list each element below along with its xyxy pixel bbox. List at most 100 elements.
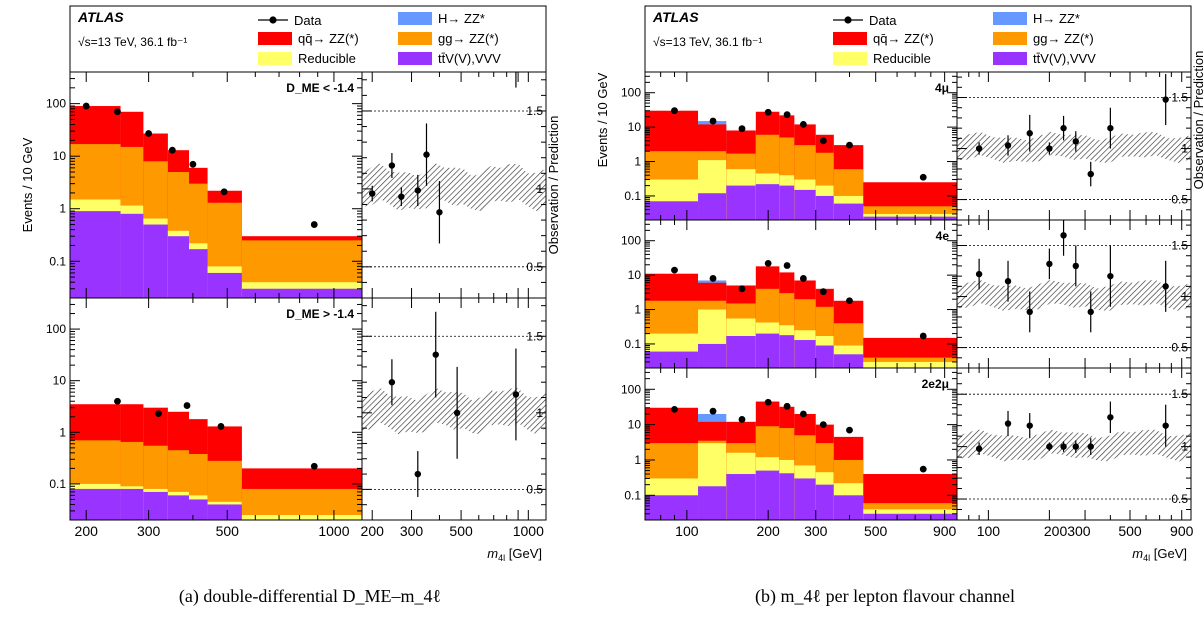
data-point [114, 397, 121, 405]
data-point [310, 462, 318, 470]
ratio-x-tick-label: 200300 [1044, 523, 1091, 539]
y-tick-label: 1 [634, 453, 641, 467]
legend-qqzz-label: qq̄→ ZZ(*) [298, 31, 359, 46]
ratio-x-tick-label: 1000 [513, 523, 544, 539]
y-tick-label: 0.1 [49, 254, 66, 268]
ratio-point [1072, 138, 1079, 145]
ratio-x-tick-label: 300 [400, 523, 424, 539]
ratio-point [414, 470, 422, 478]
bar-ttV [755, 333, 780, 368]
bar-ttV [863, 216, 957, 220]
data-point [846, 426, 853, 434]
y-tick-label: 10 [628, 418, 642, 432]
ratio-tick-label: 1.5 [1171, 91, 1188, 105]
x-axis-label: m4l [GeV] [487, 546, 542, 563]
main-plot-1: 0.1 1 10 100 4e [621, 219, 958, 369]
ratio-point [1087, 170, 1094, 178]
data-point [82, 102, 90, 110]
ratio-plot-0: 0.5 1 1.5 [361, 71, 547, 299]
data-point [671, 266, 678, 274]
ratio-point [398, 193, 405, 200]
data-point [738, 285, 746, 293]
legend-higgs-swatch [993, 12, 1027, 25]
ratio-point [1072, 443, 1079, 450]
data-point [738, 125, 746, 133]
ratio-tick-label: 1.5 [526, 329, 543, 343]
x-axis-label-sub: 4l [1143, 553, 1150, 563]
ratio-point [388, 379, 396, 386]
data-point [189, 160, 197, 168]
panel-a: ATLAS √s=13 TeV, 36.1 fb⁻¹ Data qq̄→ ZZ(*) R… [20, 5, 561, 563]
data-point [310, 221, 318, 228]
ratio-tick-label: 1 [536, 182, 543, 196]
ratio-x-tick-label: 500 [449, 523, 473, 539]
bar-ttV [726, 336, 756, 368]
ratio-y-axis-label: Observation / Prediction [546, 116, 561, 255]
ratio-point [1060, 124, 1067, 132]
bar-ttV [207, 504, 242, 520]
bar-ttV [207, 272, 242, 298]
ratio-point [975, 145, 983, 152]
ratio-point [453, 409, 461, 417]
region-label: D_ME < -1.4 [286, 81, 354, 95]
uncertainty-band [957, 279, 1191, 312]
data-point [738, 416, 746, 423]
data-point [709, 407, 717, 415]
ratio-point [1087, 308, 1094, 316]
main-plot-0: 0.1 1 10 100 4μ [621, 71, 958, 221]
bar-ttV [120, 488, 144, 520]
x-tick-label: 900 [933, 523, 957, 539]
bar-ttV [645, 351, 699, 368]
y-tick-label: 1 [59, 425, 66, 439]
legend-data-marker [844, 16, 852, 24]
y-tick-label: 10 [628, 268, 642, 282]
bar-ttV [143, 224, 168, 298]
ratio-point [1046, 145, 1053, 152]
figure: ATLAS √s=13 TeV, 36.1 fb⁻¹ Data qq̄→ ZZ(*) R… [20, 5, 1204, 563]
data-point [183, 402, 191, 409]
region-label: 2e2μ [922, 377, 949, 391]
bar-ttV [815, 484, 834, 520]
data-point [220, 188, 228, 196]
x-tick-label: 500 [864, 523, 888, 539]
ratio-point [975, 270, 983, 278]
legend: ATLAS √s=13 TeV, 36.1 fb⁻¹ Data qq̄→ ZZ(*) R… [644, 5, 1192, 73]
legend-data-label: Data [869, 13, 897, 28]
data-point [799, 121, 807, 128]
data-point [145, 130, 153, 137]
y-axis-label: Events / 10 GeV [595, 72, 610, 167]
ratio-point [1026, 130, 1033, 137]
bar-ttV [815, 195, 834, 220]
x-tick-label: 200 [75, 523, 99, 539]
ratio-tick-label: 1 [1181, 290, 1188, 304]
y-tick-label: 100 [46, 97, 66, 111]
bar-ttV [833, 495, 864, 520]
main-plot-0: 0.1 1 10 100 D_ME < -1.4 [46, 71, 363, 299]
ratio-point [975, 445, 983, 452]
ratio-tick-label: 0.5 [1171, 193, 1188, 207]
data-point [764, 108, 772, 116]
y-axis-label: Events / 10 GeV [20, 137, 35, 232]
data-point [919, 173, 927, 181]
ratio-point [1004, 278, 1012, 285]
bar-ttV [167, 236, 190, 298]
legend-reducible-swatch [258, 52, 292, 65]
x-tick-label: 500 [216, 523, 240, 539]
x-tick-label: 300 [137, 523, 161, 539]
ratio-point [1107, 414, 1114, 421]
x-axis-label-unit: [GeV] [1150, 546, 1187, 561]
ratio-plot-1: 0.5 1 1.5 200 300 500 1000 [361, 297, 547, 539]
bar-ttV [794, 189, 816, 220]
y-tick-label: 100 [621, 234, 641, 248]
legend: ATLAS √s=13 TeV, 36.1 fb⁻¹ Data qq̄→ ZZ(*) R… [69, 5, 547, 73]
ratio-point [512, 391, 520, 398]
legend-reducible-label: Reducible [873, 51, 931, 66]
y-tick-label: 100 [621, 86, 641, 100]
legend-higgs-label: H→ ZZ* [1033, 11, 1080, 26]
uncertainty-band [362, 387, 546, 435]
data-point [114, 108, 121, 116]
ratio-frame [361, 297, 547, 521]
ratio-tick-label: 1 [1181, 142, 1188, 156]
y-tick-label: 0.1 [624, 488, 641, 502]
data-point [846, 297, 853, 305]
